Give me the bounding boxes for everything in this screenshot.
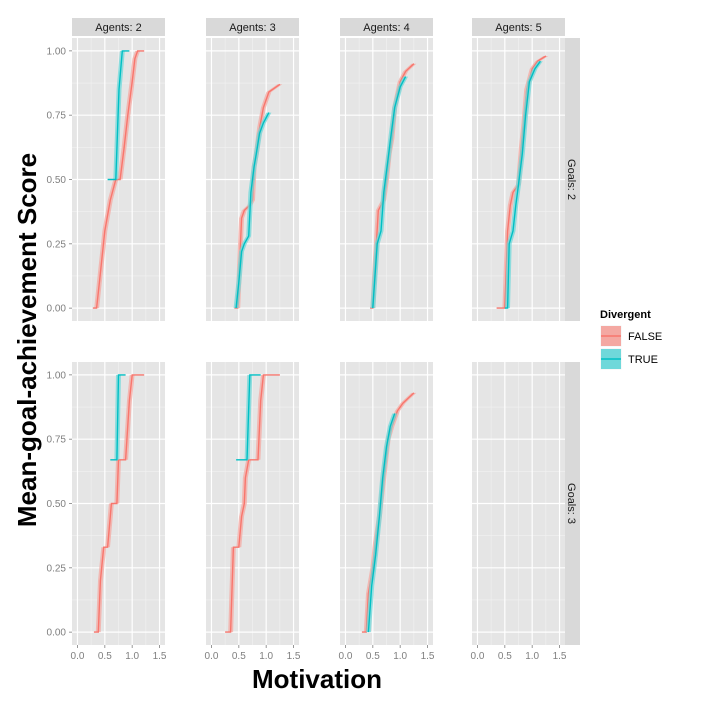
y-tick-label: 0.75	[47, 111, 67, 122]
y-tick-label: 0.25	[47, 563, 67, 574]
x-tick-label: 1.0	[393, 651, 407, 662]
y-tick-label: 0.50	[47, 499, 67, 510]
facet-strip-label: Agents: 3	[229, 22, 275, 34]
y-tick-label: 0.00	[47, 628, 67, 639]
panel	[340, 362, 433, 645]
facet-strip-label: Agents: 4	[363, 22, 409, 34]
x-tick-label: 0.0	[339, 651, 353, 662]
legend-title: Divergent	[600, 309, 651, 321]
x-tick-label: 1.5	[553, 651, 567, 662]
panel	[206, 362, 299, 645]
series-line-true	[372, 76, 407, 309]
legend-label: FALSE	[628, 331, 662, 343]
axes-layer: 0.000.250.500.751.000.000.250.500.751.00…	[47, 46, 567, 662]
panel-series-group	[90, 50, 147, 309]
x-axis-title: Motivation	[252, 664, 382, 694]
x-tick-label: 0.0	[71, 651, 85, 662]
panel-series-group	[367, 63, 417, 309]
panel-series-group	[222, 374, 283, 633]
facet-strip-col	[72, 18, 165, 36]
facet-strip-col	[472, 18, 565, 36]
series-line-true	[235, 112, 270, 309]
x-tick-label: 1.5	[287, 651, 301, 662]
x-tick-label: 0.5	[498, 651, 512, 662]
legend-label: TRUE	[628, 354, 658, 366]
series-line-false	[93, 374, 145, 633]
panel	[472, 362, 565, 645]
facet-strip-label: Agents: 5	[495, 22, 541, 34]
legend-entries: FALSE TRUE	[599, 324, 662, 371]
y-tick-label: 0.25	[47, 239, 67, 250]
series-line-true	[107, 50, 130, 181]
x-tick-label: 0.5	[366, 651, 380, 662]
y-tick-label: 1.00	[47, 370, 67, 381]
ribbon-true	[233, 112, 272, 309]
facet-strip-col	[206, 18, 299, 36]
x-tick-label: 0.0	[471, 651, 485, 662]
facet-strip-label: Goals: 3	[565, 483, 577, 524]
series-line-false	[225, 374, 280, 633]
legend-entry-true: TRUE	[599, 347, 658, 371]
ribbon-false	[91, 374, 147, 633]
facet-strip-label: Goals: 2	[565, 159, 577, 200]
y-tick-label: 0.75	[47, 435, 67, 446]
y-tick-label: 1.00	[47, 46, 67, 57]
series-line-true	[110, 374, 126, 461]
panel-series-group	[232, 83, 283, 309]
panel-series-group	[91, 374, 147, 633]
legend: Divergent FALSE TRUE	[599, 309, 662, 371]
facet-strip-col	[340, 18, 433, 36]
y-tick-label: 0.00	[47, 304, 67, 315]
panels-layer: Agents: 2 Agents: 3 Agents: 4 Agents: 5 Goal…	[72, 18, 580, 645]
panel-series-group	[359, 392, 417, 633]
x-tick-label: 0.5	[232, 651, 246, 662]
ribbon-true	[366, 413, 398, 633]
x-tick-label: 1.0	[525, 651, 539, 662]
x-tick-label: 0.0	[205, 651, 219, 662]
facet-strip-row	[564, 38, 580, 321]
ribbon-true	[502, 61, 543, 309]
series-line-true	[367, 413, 396, 633]
legend-entry-false: FALSE	[599, 324, 662, 348]
series-line-false	[92, 50, 145, 309]
x-tick-label: 1.5	[153, 651, 167, 662]
y-tick-label: 0.50	[47, 175, 67, 186]
series-line-true	[236, 374, 261, 461]
x-tick-label: 1.0	[259, 651, 273, 662]
x-tick-label: 1.5	[421, 651, 435, 662]
x-tick-label: 1.0	[125, 651, 139, 662]
x-tick-label: 0.5	[98, 651, 112, 662]
series-line-true	[504, 60, 541, 309]
y-axis-title: Mean-goal-achievement Score	[12, 153, 42, 527]
facet-strip-row	[564, 362, 580, 645]
panel-series-group	[494, 55, 549, 309]
facet-strip-label: Agents: 2	[95, 22, 141, 34]
